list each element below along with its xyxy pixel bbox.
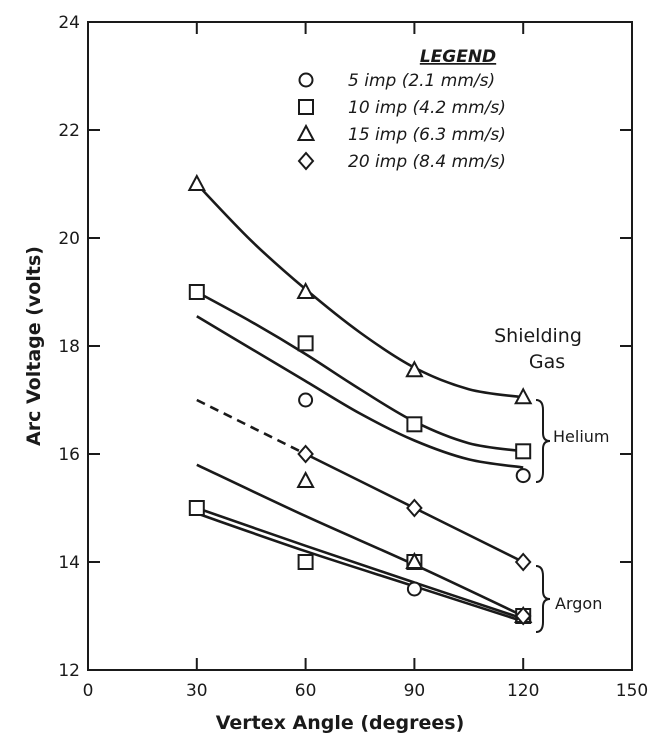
y-tick-label: 14	[58, 553, 80, 573]
x-tick-label: 120	[507, 681, 539, 701]
x-tick-label: 30	[186, 681, 208, 701]
x-tick-label: 0	[83, 681, 94, 701]
legend-label: 10 imp (4.2 mm/s)	[348, 98, 506, 118]
point-square	[297, 554, 314, 570]
point-circle	[515, 468, 531, 484]
point-diamond	[297, 444, 314, 464]
point-triangle	[187, 173, 206, 191]
curve-helium-1	[196, 290, 524, 453]
brace-argon	[535, 565, 551, 633]
marker-layer	[187, 72, 533, 626]
point-triangle	[296, 470, 315, 488]
point-diamond	[514, 606, 532, 626]
curve-helium-3	[196, 398, 307, 456]
plot-frame-layer	[87, 21, 633, 671]
text-layer: 0 30 60 90 120 150 12 14 16 18 20 22 24 Vertex Angle …	[23, 13, 648, 734]
y-tick-label: 16	[58, 445, 80, 465]
point-triangle	[296, 281, 315, 299]
legend-title: LEGEND	[420, 47, 496, 67]
legend-diamond-icon	[297, 151, 315, 171]
annotation-helium: Helium	[553, 427, 610, 446]
point-diamond	[406, 498, 423, 518]
y-tick-label: 24	[58, 13, 80, 33]
point-square	[297, 335, 314, 352]
y-tick-label: 18	[58, 337, 80, 357]
x-tick-label: 60	[295, 681, 317, 701]
legend-label: 15 imp (6.3 mm/s)	[348, 125, 506, 145]
point-square	[188, 500, 205, 516]
point-square	[406, 416, 423, 433]
curve-argon-7	[196, 512, 524, 623]
point-square	[188, 284, 205, 300]
legend-triangle-icon	[296, 123, 316, 141]
x-axis-title: Vertex Angle (degrees)	[216, 712, 465, 734]
point-square	[515, 443, 532, 460]
curve-argon-6	[196, 506, 524, 620]
point-diamond	[514, 552, 532, 572]
curve-layer	[195, 183, 524, 623]
point-triangle	[405, 360, 424, 378]
x-tick-label: 90	[404, 681, 426, 701]
point-circle	[298, 392, 314, 408]
point-triangle	[514, 387, 533, 405]
legend-circle-icon	[298, 72, 314, 88]
y-tick-label: 20	[58, 229, 80, 249]
y-tick-label: 12	[58, 661, 80, 681]
annotation-argon: Argon	[555, 594, 602, 613]
y-axis-title: Arc Voltage (volts)	[23, 246, 45, 446]
legend-label: 5 imp (2.1 mm/s)	[348, 71, 495, 91]
curve-helium-0	[195, 183, 524, 399]
curve-argon-5	[196, 463, 524, 618]
annotation-shielding: Shielding	[494, 325, 582, 347]
legend-label: 20 imp (8.4 mm/s)	[348, 152, 506, 172]
brace-helium	[535, 399, 551, 483]
point-triangle	[405, 551, 424, 569]
y-tick-label: 22	[58, 121, 80, 141]
point-circle	[406, 581, 422, 597]
annotation-gas: Gas	[529, 351, 565, 373]
curve-helium-2	[196, 315, 524, 469]
legend-square-icon	[298, 99, 314, 115]
x-tick-label: 150	[616, 681, 648, 701]
